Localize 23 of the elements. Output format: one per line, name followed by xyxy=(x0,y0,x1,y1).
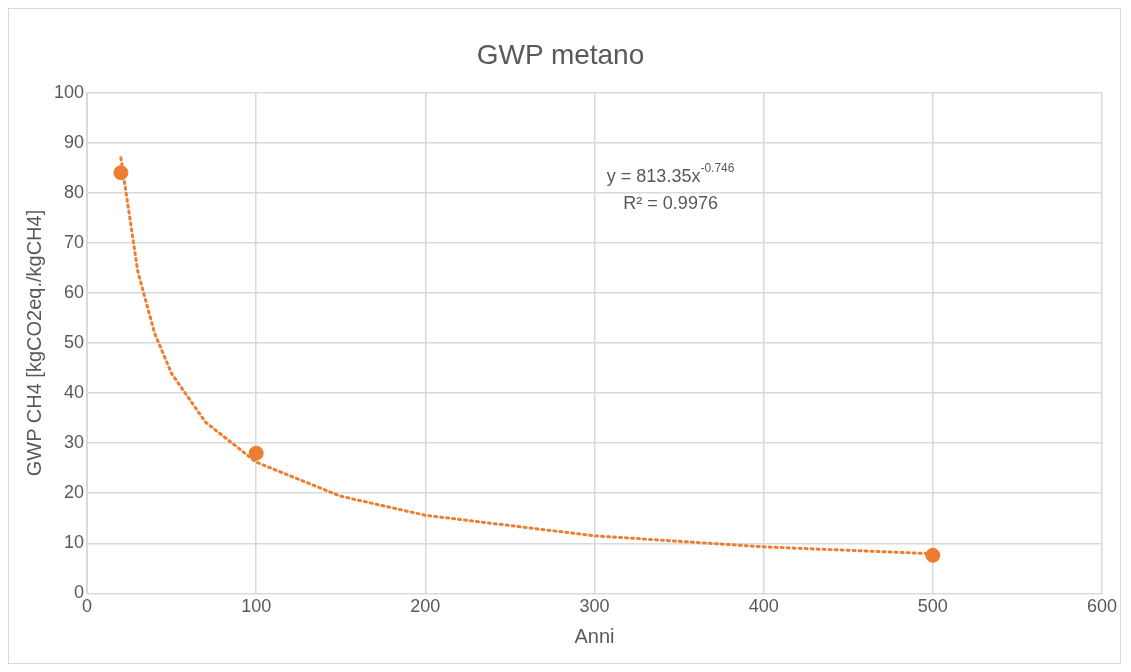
y-tick-label: 80 xyxy=(64,181,85,202)
y-tick-label: 50 xyxy=(64,331,85,352)
y-tick-label: 10 xyxy=(64,532,85,553)
annotation: R² = 0.9976 xyxy=(623,192,718,213)
x-axis-title: Anni xyxy=(574,624,615,647)
y-tick-label: 30 xyxy=(64,432,85,453)
y-axis-title: GWP CH4 [kgCO2eq./kgCH4] xyxy=(22,209,45,477)
chart-title: GWP metano xyxy=(476,38,645,70)
y-tick-label: 60 xyxy=(64,281,85,302)
y-tick-label: 100 xyxy=(53,81,85,102)
point xyxy=(113,165,129,181)
x-tick-label: 400 xyxy=(748,596,779,617)
point xyxy=(925,547,941,563)
x-tick-label: 100 xyxy=(241,596,272,617)
point xyxy=(248,445,264,461)
y-tick-label: 90 xyxy=(64,131,85,152)
x-tick-label: 200 xyxy=(410,596,441,617)
x-tick-label: 500 xyxy=(917,596,948,617)
x-tick-label: 300 xyxy=(579,596,610,617)
y-tick-label: 40 xyxy=(64,382,85,403)
y-tick-label: 20 xyxy=(64,482,85,503)
x-tick-label: 600 xyxy=(1086,596,1118,617)
y-tick-label: 70 xyxy=(64,231,85,252)
